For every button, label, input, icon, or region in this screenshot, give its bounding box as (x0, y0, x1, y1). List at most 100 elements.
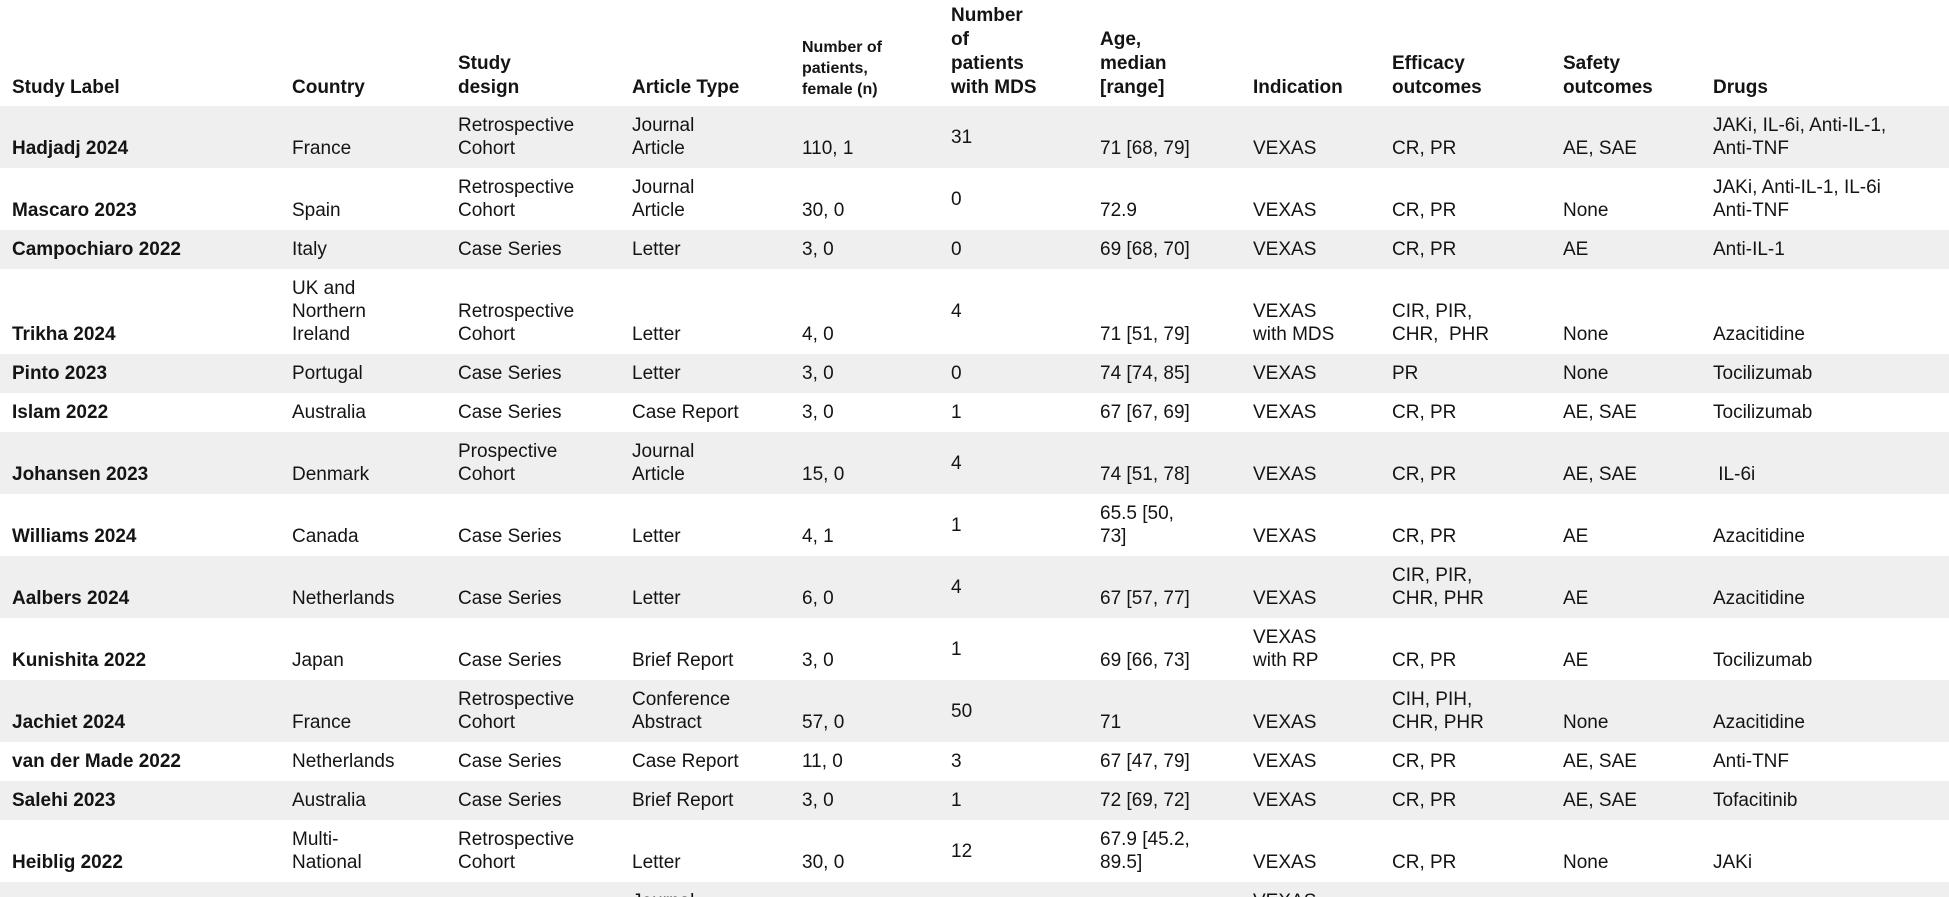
cell-article-type: Letter (632, 269, 802, 354)
cell-efficacy-outcomes: CR, PR (1392, 494, 1563, 556)
cell-num-patients-female: 4, 0 (802, 269, 951, 354)
table-row: Aalbers 2024 Netherlands Case Series Letter… (0, 556, 1949, 618)
cell-efficacy-outcomes: CR, PR (1392, 618, 1563, 680)
cell-country: UK (292, 882, 458, 897)
cell-article-type: Letter (632, 820, 802, 882)
cell-age-median-range: 69 [66, 73] (1100, 618, 1253, 680)
table-row: Williams 2024 Canada Case Series Letter 4, 1… (0, 494, 1949, 556)
cell-study-label: Aalbers 2024 (0, 556, 292, 618)
cell-num-patients-female: 110, 1 (802, 106, 951, 168)
cell-study-label: Trikha 2024 (0, 269, 292, 354)
cell-drugs: Azacitidine (1713, 556, 1949, 618)
cell-article-type: Letter (632, 354, 802, 393)
cell-indication: VEXAS (1253, 393, 1392, 432)
table-body: Hadjadj 2024 France Retrospective Cohort Jo… (0, 106, 1949, 897)
cell-num-patients-female: 3, 0 (802, 618, 951, 680)
cell-num-patients-mds: 1 (951, 494, 1100, 556)
cell-efficacy-outcomes: CR, PR (1392, 432, 1563, 494)
cell-num-patients-mds: 50 (951, 680, 1100, 742)
cell-study-design: Retrospective Cohort (458, 820, 632, 882)
cell-num-patients-female: 15, 0 (802, 432, 951, 494)
cell-efficacy-outcomes: CR, PR (1392, 230, 1563, 269)
cell-indication: VEXAS (1253, 820, 1392, 882)
table-row: Mascaro 2023 Spain Retrospective Cohort Jou… (0, 168, 1949, 230)
table-row: van der Made 2022 Netherlands Case Series C… (0, 742, 1949, 781)
cell-num-patients-mds: 3 (951, 742, 1100, 781)
cell-country: Italy (292, 230, 458, 269)
cell-indication: VEXAS (1253, 494, 1392, 556)
column-header-safety-outcomes: Safety outcomes (1563, 0, 1713, 106)
cell-article-type: Brief Report (632, 781, 802, 820)
cell-study-label: Hadjadj 2024 (0, 106, 292, 168)
column-header-drugs: Drugs (1713, 0, 1949, 106)
cell-num-patients-mds: 1 (951, 781, 1100, 820)
cell-safety-outcomes: AE (1563, 618, 1713, 680)
cell-indication: VEXAS (1253, 556, 1392, 618)
cell-safety-outcomes: None (1563, 882, 1713, 897)
cell-study-label: Islam 2022 (0, 393, 292, 432)
cell-indication: VEXAS (1253, 432, 1392, 494)
cell-article-type: Case Report (632, 742, 802, 781)
cell-article-type: Conference Abstract (632, 680, 802, 742)
cell-study-design: Case Series (458, 742, 632, 781)
cell-study-design: Retrospective Cohort (458, 269, 632, 354)
cell-age-median-range: 67 [67, 69] (1100, 393, 1253, 432)
cell-country: Japan (292, 618, 458, 680)
column-header-efficacy-outcomes: Efficacy outcomes (1392, 0, 1563, 106)
cell-drugs: Azacitidine (1713, 680, 1949, 742)
cell-safety-outcomes: None (1563, 269, 1713, 354)
cell-study-label: Duncan 2022 (0, 882, 292, 897)
cell-efficacy-outcomes: CR, PR (1392, 106, 1563, 168)
cell-age-median-range: 71 [68, 79] (1100, 106, 1253, 168)
cell-efficacy-outcomes: CR, PR (1392, 742, 1563, 781)
cell-indication: VEXAS with MDS (1253, 269, 1392, 354)
cell-efficacy-outcomes: CR, PR (1392, 820, 1563, 882)
cell-country: Denmark (292, 432, 458, 494)
cell-age-median-range: 74 [74, 85] (1100, 354, 1253, 393)
cell-safety-outcomes: AE (1563, 494, 1713, 556)
cell-study-design: Case Series (458, 618, 632, 680)
cell-study-design: Case Series (458, 354, 632, 393)
cell-indication: VEXAS (1253, 742, 1392, 781)
cell-study-label: Heiblig 2022 (0, 820, 292, 882)
table-row: Kunishita 2022 Japan Case Series Brief Repo… (0, 618, 1949, 680)
column-header-num-patients-female: Number of patients, female (n) (802, 0, 951, 106)
cell-study-label: Pinto 2023 (0, 354, 292, 393)
cell-num-patients-mds: 4 (951, 269, 1100, 354)
table-row: Campochiaro 2022 Italy Case Series Letter 3,… (0, 230, 1949, 269)
cell-article-type: Letter (632, 230, 802, 269)
cell-study-label: van der Made 2022 (0, 742, 292, 781)
cell-article-type: Journal Article (632, 106, 802, 168)
cell-country: Australia (292, 393, 458, 432)
cell-safety-outcomes: None (1563, 354, 1713, 393)
cell-study-design: Case Series (458, 393, 632, 432)
cell-indication: VEXAS (1253, 106, 1392, 168)
cell-indication: VEXAS with MDS (1253, 882, 1392, 897)
cell-study-design: Prospective Cohort (458, 432, 632, 494)
cell-age-median-range: NA (1100, 882, 1253, 897)
cell-efficacy-outcomes: CR, PR (1392, 882, 1563, 897)
cell-age-median-range: 69 [68, 70] (1100, 230, 1253, 269)
cell-country: France (292, 106, 458, 168)
cell-indication: VEXAS (1253, 781, 1392, 820)
cell-num-patients-female: 57, 0 (802, 680, 951, 742)
column-header-study-design: Study design (458, 0, 632, 106)
cell-country: Canada (292, 494, 458, 556)
cell-num-patients-female: 6, 0 (802, 556, 951, 618)
cell-article-type: Letter (632, 556, 802, 618)
cell-age-median-range: 67.9 [45.2, 89.5] (1100, 820, 1253, 882)
cell-study-label: Jachiet 2024 (0, 680, 292, 742)
column-header-indication: Indication (1253, 0, 1392, 106)
cell-drugs: Anti-IL-1 (1713, 230, 1949, 269)
cell-num-patients-female: 3, 0 (802, 393, 951, 432)
cell-drugs: Tofacitinib (1713, 781, 1949, 820)
cell-num-patients-mds: 0 (951, 230, 1100, 269)
table-row: Jachiet 2024 France Retrospective Cohort Co… (0, 680, 1949, 742)
cell-indication: VEXAS (1253, 354, 1392, 393)
cell-country: France (292, 680, 458, 742)
cell-efficacy-outcomes: CR, PR (1392, 168, 1563, 230)
cell-study-design: Retrospective Cohort (458, 168, 632, 230)
cell-study-label: Salehi 2023 (0, 781, 292, 820)
